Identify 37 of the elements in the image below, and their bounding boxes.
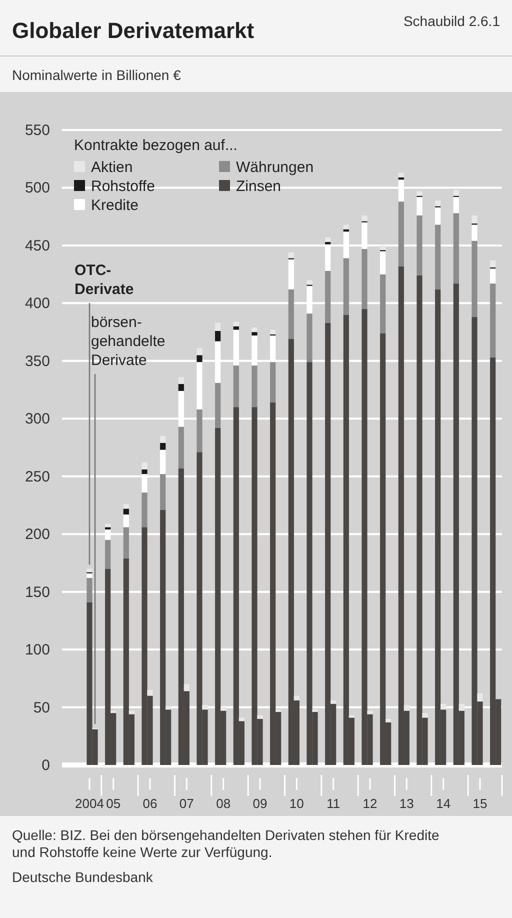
y-tick-label: 350 [24,352,50,370]
y-tick-label: 50 [33,699,50,716]
legend-title: Kontrakte bezogen auf... [74,137,238,154]
y-tick-label: 400 [24,295,50,312]
x-tick-label: 07 [179,796,194,811]
source-note: Quelle: BIZ. Bei den börsengehandelten Derivaten stehen für Kredite und Rohstoffe keine Werte zur Verfügung. [12,827,440,860]
x-tick-label: 05 [106,796,121,811]
text: Schaubild 2.6.1 [403,13,500,29]
chart-title: Globaler Derivatemarkt [12,18,255,43]
x-tick-label: 10 [289,796,304,811]
legend-label: Aktien [91,159,133,176]
x-tick-label: 13 [399,796,414,811]
x-tick-label: 15 [472,796,488,811]
legend-label: Kredite [91,197,139,214]
y-tick-label: 100 [24,642,50,659]
legend-label: Währungen [236,159,314,176]
x-tick-label: 06 [142,796,158,811]
y-tick-label: 0 [42,757,50,774]
x-tick-label: 2004 [75,796,104,811]
y-tick-label: 500 [24,180,50,197]
annotation: OTC-Derivate [74,262,134,298]
x-tick-label: 12 [362,796,378,811]
y-tick-label: 200 [24,526,50,544]
y-tick-label: 150 [24,584,50,601]
y-tick-label: 300 [24,410,50,428]
text: Deutsche Bundesbank [12,869,154,885]
x-tick-label: 14 [436,796,451,811]
x-tick-label: 09 [252,796,268,811]
chart-subtitle: Nominalwerte in Billionen € [12,67,182,83]
x-tick-label: 08 [216,796,231,811]
y-tick-label: 550 [24,122,50,139]
legend-label: Rohstoffe [91,178,155,195]
y-tick-label: 250 [24,468,50,486]
y-tick-label: 450 [24,237,50,254]
legend-label: Zinsen [236,178,282,195]
x-tick-label: 11 [326,796,340,811]
annotation: börsen-gehandelte Derivate [91,314,166,369]
